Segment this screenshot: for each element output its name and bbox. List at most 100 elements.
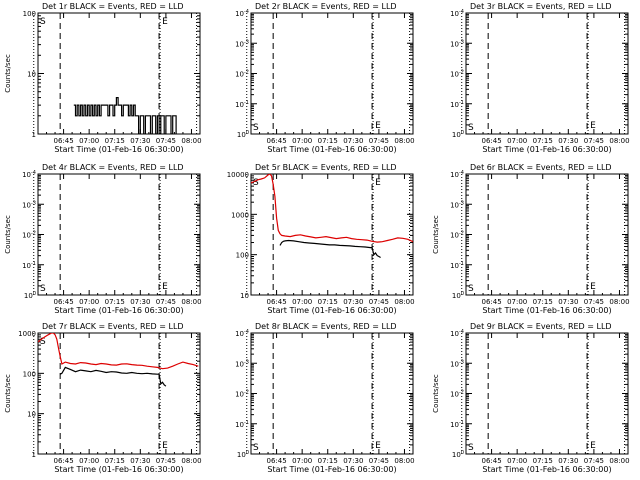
y-tick-label: 10 (240, 292, 249, 300)
y-tick-label: 10-2 (450, 231, 464, 240)
chart-panel-p2: Det 2r BLACK = Events, RED = LLD 100 10-1 1… (235, 2, 414, 154)
x-tick-label: 06:45 (481, 137, 501, 145)
chart-title: Det 5r BLACK = Events, RED = LLD (255, 163, 397, 172)
end-marker: E (162, 17, 168, 27)
y-axis-label: Counts/sec (4, 54, 12, 93)
y-axis-label: Counts/sec (4, 374, 12, 413)
y-tick-label: 100 (452, 291, 464, 300)
x-tick-label: 07:30 (130, 137, 150, 145)
chart-panel-p6: Det 6r BLACK = Events, RED = LLD 100 10-1 1… (432, 163, 630, 315)
x-tick-label: 07:00 (507, 137, 527, 145)
y-tick-label: 10-1 (450, 100, 464, 109)
x-tick-label: 07:30 (343, 298, 363, 306)
y-tick-label: 10-2 (235, 70, 249, 79)
y-tick-label: 10-2 (235, 390, 249, 399)
y-tick-label: 100 (23, 370, 36, 378)
x-tick-label: 08:00 (394, 298, 414, 306)
y-tick-label: 10-1 (235, 420, 249, 429)
end-marker: E (375, 121, 381, 131)
chart-title: Det 1r BLACK = Events, RED = LLD (42, 2, 184, 11)
end-marker: E (590, 121, 596, 131)
x-tick-label: 07:45 (369, 457, 389, 465)
x-tick-label: 07:15 (105, 457, 125, 465)
y-tick-label: 10-4 (450, 9, 464, 18)
chart-title: Det 8r BLACK = Events, RED = LLD (255, 322, 397, 331)
start-marker: S (40, 17, 46, 27)
x-tick-label: 08:00 (394, 457, 414, 465)
x-tick-label: 07:00 (292, 137, 312, 145)
y-tick-label: 10-3 (22, 200, 36, 209)
x-axis-label: Start Time (01-Feb-16 06:30:00) (54, 465, 183, 474)
x-tick-label: 07:00 (79, 298, 99, 306)
y-tick-label: 10-1 (450, 261, 464, 270)
end-marker: E (590, 441, 596, 451)
end-marker: E (375, 178, 381, 188)
events-series-line (59, 366, 167, 387)
x-tick-label: 06:45 (53, 457, 73, 465)
lld-series-line (251, 174, 413, 243)
x-tick-label: 08:00 (394, 137, 414, 145)
y-tick-label: 1 (32, 131, 36, 139)
chart-panel-p8: Det 8r BLACK = Events, RED = LLD 100 10-1 1… (235, 322, 414, 474)
chart-title: Det 9r BLACK = Events, RED = LLD (470, 322, 612, 331)
start-marker: S (253, 443, 259, 453)
events-series-line (73, 97, 177, 134)
plot-frame (465, 12, 629, 135)
y-tick-label: 100 (452, 130, 464, 139)
x-tick-label: 08:00 (609, 298, 629, 306)
plot-frame (250, 173, 414, 296)
x-tick-label: 07:15 (318, 298, 338, 306)
start-marker: S (253, 123, 259, 133)
x-tick-label: 07:30 (558, 298, 578, 306)
x-axis-label: Start Time (01-Feb-16 06:30:00) (267, 145, 396, 154)
events-series-line (279, 239, 381, 259)
x-tick-label: 07:45 (584, 457, 604, 465)
y-axis-label: Counts/sec (432, 374, 440, 413)
y-tick-label: 100 (236, 252, 249, 260)
plot-frame (465, 332, 629, 455)
y-axis-label: Counts/sec (4, 215, 12, 254)
end-marker: E (162, 282, 168, 292)
y-tick-label: 10 (27, 71, 36, 79)
x-tick-label: 07:45 (369, 137, 389, 145)
chart-title: Det 2r BLACK = Events, RED = LLD (255, 2, 397, 11)
chart-panel-p4: Det 4r BLACK = Events, RED = LLD 100 10-1 1… (4, 163, 202, 315)
y-tick-label: 10000 (227, 171, 249, 179)
x-tick-label: 07:15 (105, 298, 125, 306)
chart-title: Det 3r BLACK = Events, RED = LLD (470, 2, 612, 11)
end-marker: E (162, 441, 168, 451)
chart-title: Det 6r BLACK = Events, RED = LLD (470, 163, 612, 172)
x-tick-label: 07:45 (369, 298, 389, 306)
x-tick-label: 07:15 (533, 137, 553, 145)
y-tick-label: 10 (27, 411, 36, 419)
x-axis-label: Start Time (01-Feb-16 06:30:00) (482, 306, 611, 315)
y-tick-label: 100 (452, 450, 464, 459)
chart-panel-p9: Det 9r BLACK = Events, RED = LLD 100 10-1 1… (432, 322, 630, 474)
x-axis-label: Start Time (01-Feb-16 06:30:00) (267, 465, 396, 474)
x-tick-label: 07:30 (558, 457, 578, 465)
y-tick-label: 10-1 (22, 261, 36, 270)
y-tick-label: 100 (237, 450, 249, 459)
start-marker: S (253, 178, 259, 188)
chart-panel-p5: Det 5r BLACK = Events, RED = LLD 10 100 100… (227, 163, 415, 315)
plot-frame (250, 12, 414, 135)
y-tick-label: 100 (237, 130, 249, 139)
y-tick-label: 10-3 (450, 200, 464, 209)
y-tick-label: 10-1 (235, 100, 249, 109)
chart-panel-p3: Det 3r BLACK = Events, RED = LLD 100 10-1 1… (450, 2, 629, 154)
x-tick-label: 07:30 (130, 298, 150, 306)
y-tick-label: 10-2 (450, 390, 464, 399)
y-tick-label: 1000 (18, 330, 36, 338)
x-tick-label: 07:45 (156, 298, 176, 306)
x-tick-label: 07:30 (343, 137, 363, 145)
x-tick-label: 06:45 (53, 137, 73, 145)
y-tick-label: 10-3 (450, 359, 464, 368)
x-axis-label: Start Time (01-Feb-16 06:30:00) (482, 145, 611, 154)
x-tick-label: 07:00 (507, 457, 527, 465)
y-tick-label: 1000 (231, 211, 249, 219)
plot-frame (250, 332, 414, 455)
plot-frame (37, 173, 201, 296)
x-tick-label: 07:00 (292, 298, 312, 306)
y-tick-label: 10-2 (22, 231, 36, 240)
x-tick-label: 06:45 (53, 298, 73, 306)
